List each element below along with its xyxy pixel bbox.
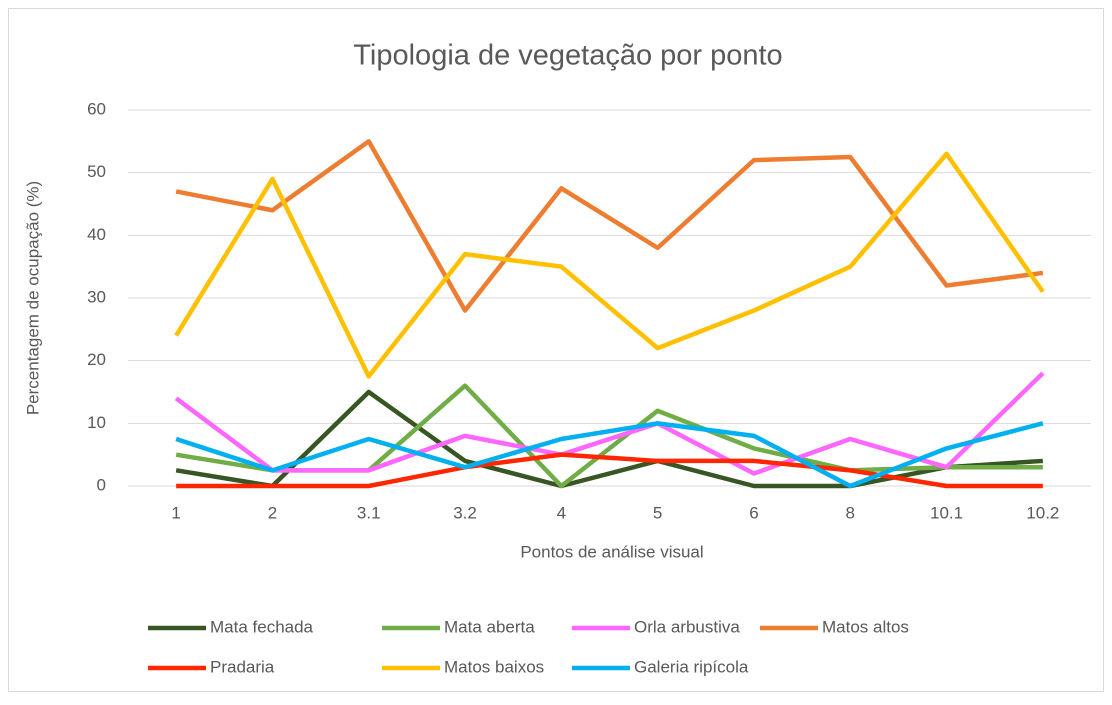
legend-label: Matos altos	[822, 617, 909, 636]
y-tick-label: 30	[87, 287, 106, 306]
chart-frame	[8, 8, 1104, 692]
series-line	[176, 452, 1043, 489]
legend-label: Mata fechada	[210, 617, 314, 636]
legend-label: Pradaria	[210, 657, 275, 676]
legend-label: Mata aberta	[444, 617, 535, 636]
legend-label: Orla arbustiva	[634, 617, 740, 636]
series-line	[174, 151, 1045, 379]
x-tick-label: 5	[653, 503, 662, 522]
x-tick-label: 3.2	[453, 503, 477, 522]
legend-label: Galeria ripícola	[634, 657, 749, 676]
y-tick-label: 0	[97, 475, 106, 494]
x-tick-label: 4	[557, 503, 566, 522]
x-axis-label: Pontos de análise visual	[520, 542, 703, 561]
y-tick-label: 10	[87, 413, 106, 432]
legend-label: Matos baixos	[444, 657, 544, 676]
y-axis-label: Percentagem de ocupação (%)	[23, 181, 42, 415]
y-tick-label: 60	[87, 99, 106, 118]
y-tick-label: 20	[87, 350, 106, 369]
x-tick-label: 2	[268, 503, 277, 522]
series-line	[175, 139, 1044, 313]
x-tick-label: 8	[846, 503, 855, 522]
x-tick-label: 10.1	[930, 503, 963, 522]
chart-title: Tipologia de vegetação por ponto	[353, 40, 782, 72]
x-tick-label: 3.1	[357, 503, 381, 522]
x-tick-label: 6	[749, 503, 758, 522]
y-tick-label: 40	[87, 225, 106, 244]
series-line	[174, 371, 1045, 476]
series-line	[175, 421, 1044, 489]
x-tick-label: 1	[171, 503, 180, 522]
x-tick-label: 10.2	[1026, 503, 1059, 522]
y-tick-label: 50	[87, 162, 106, 181]
